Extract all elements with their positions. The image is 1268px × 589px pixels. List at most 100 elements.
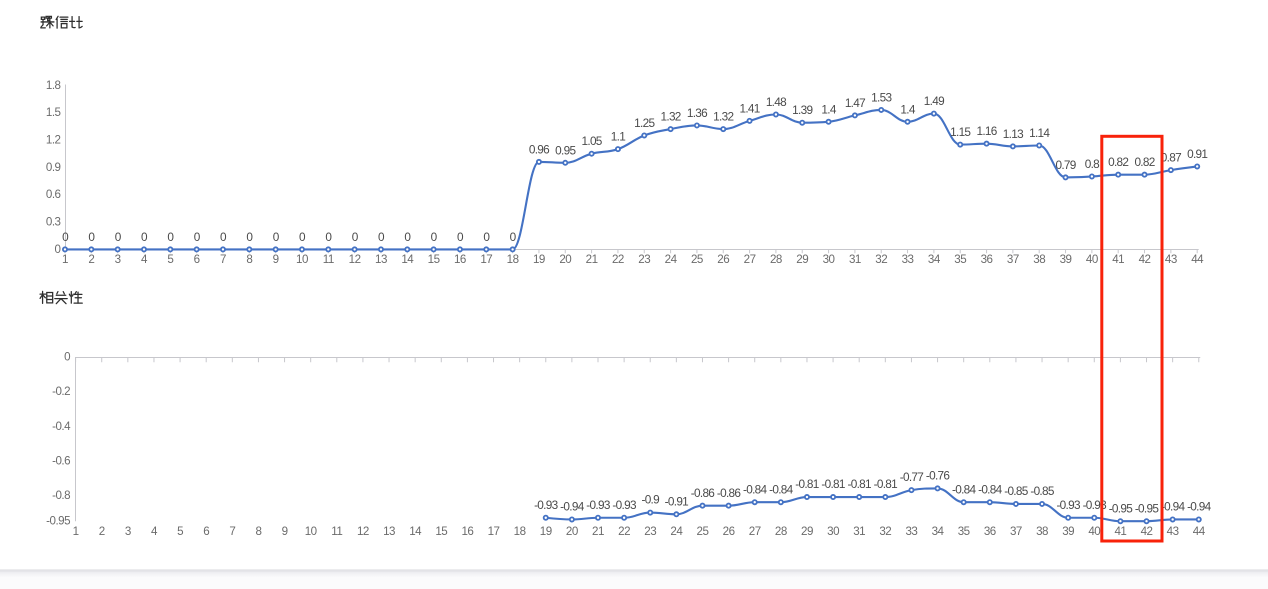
svg-text:1.2: 1.2 [46,134,61,147]
svg-text:9: 9 [273,253,279,266]
svg-text:41: 41 [1114,525,1126,538]
svg-text:1.13: 1.13 [1003,127,1024,141]
svg-text:21: 21 [586,253,598,266]
svg-text:3: 3 [115,253,121,266]
svg-text:1.32: 1.32 [713,110,733,124]
svg-text:-0.94: -0.94 [560,500,585,514]
svg-text:0.95: 0.95 [555,143,576,157]
svg-text:0: 0 [167,230,174,244]
svg-text:34: 34 [932,525,945,538]
svg-text:1.32: 1.32 [661,110,681,124]
svg-text:11: 11 [323,253,334,266]
svg-text:-0.81: -0.81 [848,477,872,491]
svg-text:0: 0 [115,230,122,244]
svg-text:36: 36 [981,253,993,266]
svg-text:0: 0 [299,230,306,244]
svg-text:0.96: 0.96 [529,142,550,156]
svg-text:-0.95: -0.95 [1135,501,1160,515]
svg-text:0: 0 [194,230,201,244]
svg-text:27: 27 [749,525,761,538]
svg-text:0: 0 [273,230,280,244]
svg-text:1.25: 1.25 [634,116,655,130]
svg-text:1.15: 1.15 [950,125,971,139]
svg-text:-0.93: -0.93 [586,498,611,512]
svg-text:-0.93: -0.93 [1056,498,1081,512]
svg-text:18: 18 [507,253,519,266]
svg-text:0: 0 [352,230,359,244]
svg-text:0: 0 [510,230,517,244]
svg-text:-0.94: -0.94 [1161,500,1186,514]
svg-text:13: 13 [375,253,387,266]
svg-text:1.49: 1.49 [924,94,944,108]
svg-text:2: 2 [88,253,94,266]
svg-text:32: 32 [875,253,887,266]
svg-text:-0.2: -0.2 [52,385,70,398]
svg-text:15: 15 [428,253,440,266]
svg-text:33: 33 [902,253,914,266]
svg-text:-0.84: -0.84 [952,482,977,496]
svg-text:-0.95: -0.95 [1109,501,1134,515]
svg-text:33: 33 [905,525,917,538]
svg-text:10: 10 [296,253,308,266]
svg-text:23: 23 [644,525,656,538]
svg-text:0.91: 0.91 [1187,147,1207,161]
svg-text:0: 0 [378,230,385,244]
svg-text:20: 20 [559,253,571,266]
svg-text:-0.93: -0.93 [1083,498,1108,512]
svg-text:37: 37 [1010,525,1022,538]
svg-text:12: 12 [349,253,361,266]
svg-text:40: 40 [1088,525,1100,538]
svg-text:0: 0 [457,230,464,244]
svg-text:40: 40 [1086,253,1098,266]
svg-text:32: 32 [879,525,891,538]
svg-text:0.8: 0.8 [1085,157,1100,171]
svg-text:9: 9 [282,525,288,538]
svg-text:7: 7 [220,253,226,266]
svg-text:22: 22 [612,253,624,266]
svg-text:36: 36 [984,525,996,538]
svg-text:-0.86: -0.86 [717,486,742,500]
svg-text:11: 11 [331,525,342,538]
svg-text:24: 24 [665,253,678,266]
svg-text:1.05: 1.05 [582,134,603,148]
svg-text:-0.85: -0.85 [1030,484,1055,498]
svg-text:0: 0 [55,243,61,256]
svg-text:-0.81: -0.81 [821,477,845,491]
svg-text:16: 16 [454,253,466,266]
svg-text:0: 0 [220,230,227,244]
svg-text:19: 19 [533,253,545,266]
svg-text:-0.84: -0.84 [769,482,794,496]
svg-text:-0.84: -0.84 [743,482,768,496]
svg-text:-0.9: -0.9 [641,493,659,507]
svg-text:-0.76: -0.76 [926,469,951,483]
svg-text:1: 1 [73,525,79,538]
svg-text:1.4: 1.4 [900,102,915,116]
svg-text:41: 41 [1112,253,1124,266]
svg-text:-0.81: -0.81 [795,477,819,491]
svg-text:43: 43 [1165,253,1177,266]
svg-text:0.3: 0.3 [46,216,61,229]
svg-text:6: 6 [194,253,200,266]
svg-text:0: 0 [246,230,253,244]
svg-text:27: 27 [744,253,756,266]
svg-text:0.9: 0.9 [46,161,61,174]
svg-text:26: 26 [723,525,735,538]
svg-text:2: 2 [99,525,105,538]
svg-text:0: 0 [431,230,438,244]
svg-text:30: 30 [827,525,839,538]
svg-text:-0.85: -0.85 [1004,484,1029,498]
svg-text:39: 39 [1060,253,1072,266]
svg-text:13: 13 [383,525,395,538]
svg-text:25: 25 [697,525,709,538]
svg-text:5: 5 [177,525,183,538]
svg-text:14: 14 [409,525,422,538]
svg-text:17: 17 [488,525,500,538]
svg-text:14: 14 [401,253,414,266]
svg-text:37: 37 [1007,253,1019,266]
svg-text:42: 42 [1141,525,1153,538]
svg-text:0.6: 0.6 [46,188,61,201]
svg-text:-0.91: -0.91 [665,494,689,508]
svg-text:-0.77: -0.77 [900,470,924,484]
svg-text:0: 0 [483,230,490,244]
svg-text:44: 44 [1191,253,1204,266]
